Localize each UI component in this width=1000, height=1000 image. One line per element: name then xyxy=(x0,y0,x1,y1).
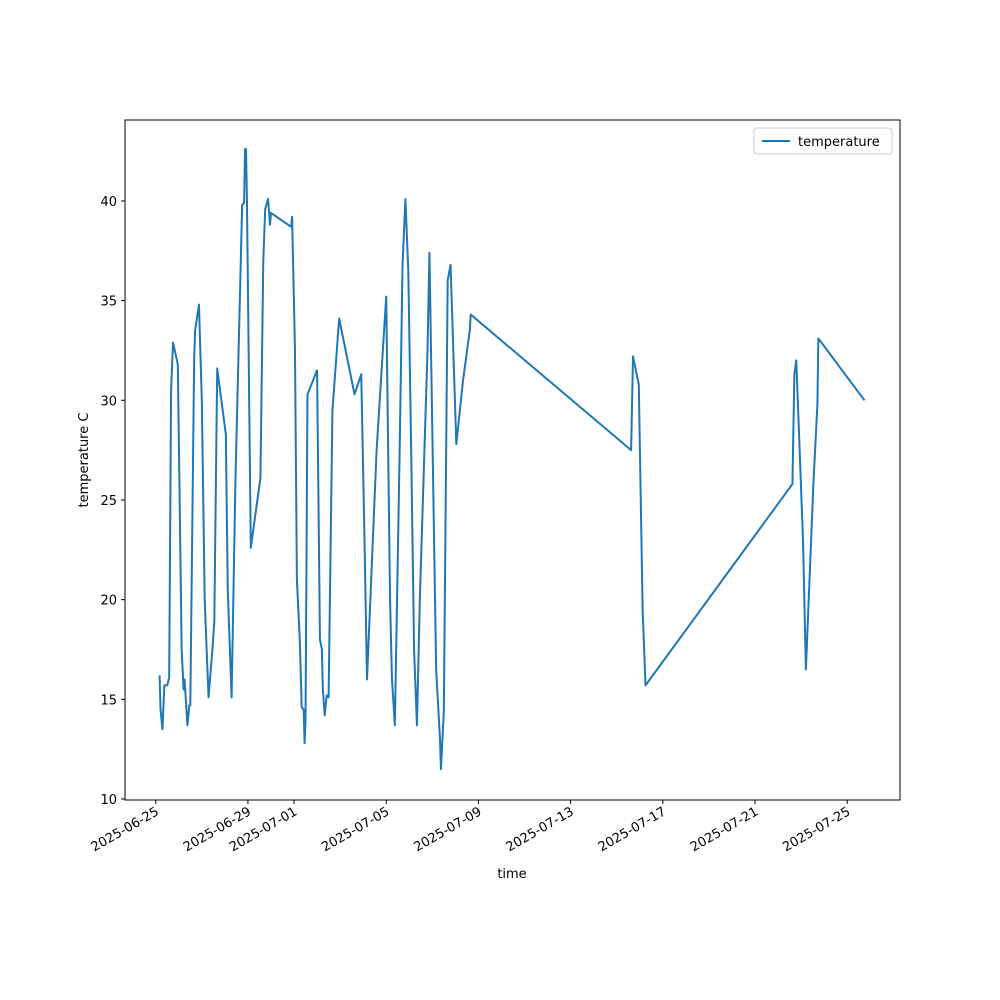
x-tick-label: 2025-07-25 xyxy=(780,804,853,855)
x-tick-label: 2025-06-25 xyxy=(89,804,162,855)
x-tick-label: 2025-07-21 xyxy=(688,804,761,855)
y-tick-label: 40 xyxy=(100,195,117,210)
legend: temperature xyxy=(753,127,893,155)
x-tick-label: 2025-07-09 xyxy=(411,804,484,855)
x-tick-label: 2025-07-05 xyxy=(319,804,392,855)
y-tick-label: 30 xyxy=(100,394,117,409)
line-series xyxy=(158,148,866,771)
y-tick-label: 20 xyxy=(100,594,117,609)
x-axis-label: time xyxy=(497,867,526,882)
plot-frame xyxy=(124,119,901,801)
y-axis-label: temperature C xyxy=(77,413,92,508)
legend-box xyxy=(753,127,893,155)
x-tick-label: 2025-07-13 xyxy=(504,804,577,855)
y-tick-label: 25 xyxy=(100,494,117,509)
x-tick-label: 2025-07-17 xyxy=(596,804,669,855)
y-tick-label: 35 xyxy=(100,295,117,310)
y-tick-label: 15 xyxy=(100,693,117,708)
legend-label: temperature xyxy=(798,135,880,150)
y-tick-label: 10 xyxy=(100,793,117,808)
